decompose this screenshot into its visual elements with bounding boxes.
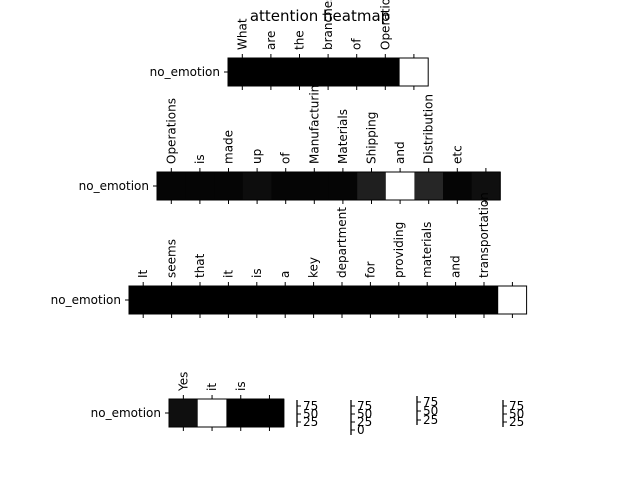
token-label: Shipping [365, 112, 379, 164]
colorbar-tick-label: 25 [509, 415, 524, 429]
token-label: branches [321, 0, 335, 50]
heatmap-cell [357, 172, 387, 200]
token-label: seems [165, 239, 179, 278]
heatmap-cell [255, 399, 285, 427]
token-label: it [221, 270, 235, 278]
colorbar-tick-label: 0 [357, 423, 365, 437]
heatmap-cell [299, 286, 329, 314]
token-label: it [205, 383, 219, 391]
token-label: Manufacturing [307, 77, 321, 164]
token-label: that [193, 253, 207, 278]
token-label: department [335, 207, 349, 278]
row-label: no_emotion [51, 293, 121, 307]
heatmap-cell [157, 286, 187, 314]
token-label: providing [392, 222, 406, 278]
heatmap-cell [443, 172, 473, 200]
heatmap-cell [129, 286, 158, 314]
heatmap-cell [399, 58, 429, 86]
token-label: a [278, 271, 292, 278]
heatmap-cell [256, 58, 286, 86]
token-label: and [449, 255, 463, 278]
token-label: Operations [164, 98, 178, 164]
colorbar-tick-label: 50 [509, 407, 524, 421]
heatmap-cell [385, 172, 415, 200]
token-label: the [293, 30, 307, 50]
heatmap-cell [271, 172, 301, 200]
colorbar-tick-label: 75 [357, 399, 372, 413]
heatmap-cell [384, 286, 414, 314]
token-label: up [250, 149, 264, 164]
token-label: Materials [336, 109, 350, 164]
heatmap-cell [242, 172, 272, 200]
token-label: key [307, 257, 321, 278]
heatmap-cell [413, 286, 442, 314]
colorbar-tick-label: 50 [357, 407, 372, 421]
token-label: of [279, 152, 293, 164]
heatmap-cell [414, 172, 444, 200]
heatmap-cell [498, 286, 528, 314]
token-label: materials [420, 222, 434, 278]
heatmap-cell [371, 58, 401, 86]
colorbar-tick-label: 50 [303, 407, 318, 421]
heatmap-cell [313, 58, 343, 86]
token-label: made [222, 130, 236, 164]
token-label: are [264, 31, 278, 50]
token-label: Distribution [422, 94, 436, 164]
heatmap-cell [242, 286, 272, 314]
colorbar-tick-label: 75 [303, 399, 318, 413]
heatmap-cell [300, 172, 330, 200]
heatmap-cell [469, 286, 499, 314]
token-label: of [350, 38, 364, 50]
token-label: is [193, 154, 207, 164]
token-label: Yes [176, 372, 190, 392]
heatmap-cell [226, 399, 256, 427]
token-label: Operations [378, 0, 392, 50]
token-label: transportation [477, 192, 491, 278]
token-label: What [235, 18, 249, 50]
heatmap-cell [185, 172, 215, 200]
token-label: for [363, 261, 377, 278]
heatmap-cell [327, 286, 357, 314]
heatmap-cell [441, 286, 471, 314]
token-label: is [234, 381, 248, 391]
heatmap-cell [285, 58, 315, 86]
token-label: It [136, 269, 150, 278]
heatmap-cell [185, 286, 215, 314]
heatmap-cell [356, 286, 386, 314]
colorbar-tick-label: 50 [423, 404, 438, 418]
row-label: no_emotion [79, 179, 149, 193]
heatmap-cell [169, 399, 199, 427]
heatmap-cell [271, 286, 300, 314]
heatmap-cell [342, 58, 372, 86]
colorbar-tick-label: 75 [423, 395, 438, 409]
chart-title: attention heatmap [249, 7, 391, 25]
heatmap-cell [471, 172, 501, 200]
token-label: and [393, 141, 407, 164]
token-label: etc [450, 145, 464, 164]
row-label: no_emotion [91, 406, 161, 420]
colorbar-tick-label: 25 [303, 415, 318, 429]
token-label: is [250, 268, 264, 278]
heatmap-cell [157, 172, 187, 200]
heatmap-cell [328, 172, 358, 200]
heatmap-cell [197, 399, 227, 427]
heatmap-cell [214, 172, 244, 200]
colorbar-tick-label: 25 [357, 415, 372, 429]
heatmap-cell [228, 58, 258, 86]
row-label: no_emotion [150, 65, 220, 79]
colorbar-tick-label: 75 [509, 399, 524, 413]
colorbar-tick-label: 25 [423, 413, 438, 427]
heatmap-cell [214, 286, 244, 314]
